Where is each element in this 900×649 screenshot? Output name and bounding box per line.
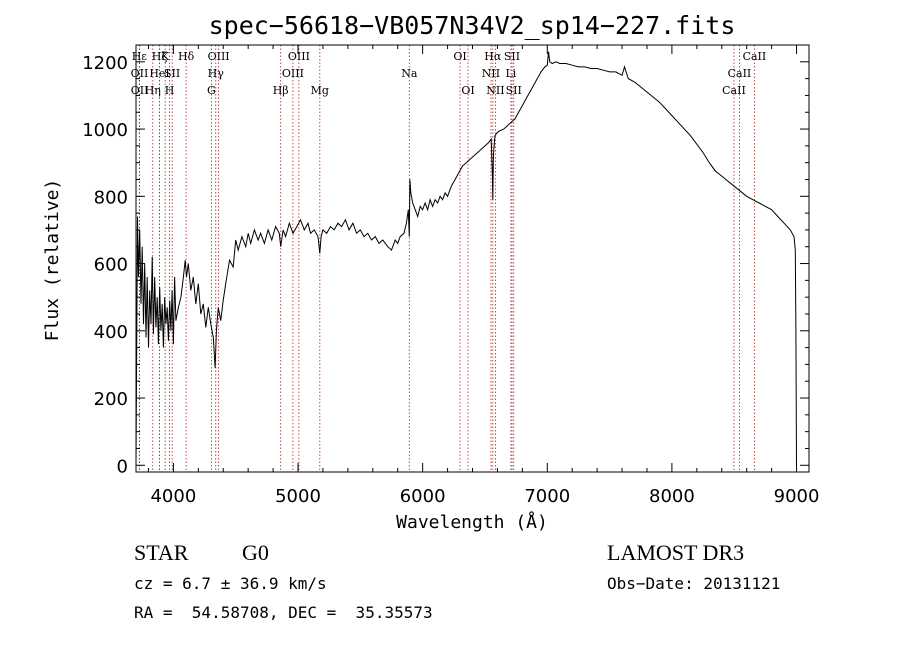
survey-label: LAMOST DR3	[607, 540, 745, 565]
line-label: SII	[506, 84, 522, 97]
line-label: OIII	[288, 50, 310, 63]
x-tick-label: 6000	[400, 486, 446, 507]
line-label: CaII	[743, 50, 767, 63]
line-label: OI	[453, 50, 466, 63]
line-label: H	[165, 84, 175, 97]
line-label: Hε	[132, 50, 148, 63]
x-tick-label: 9000	[774, 486, 820, 507]
y-tick-label: 200	[94, 389, 128, 410]
line-label: NII	[486, 84, 504, 97]
line-label: Hγ	[208, 67, 225, 80]
y-axis-label: Flux (relative)	[42, 179, 63, 342]
obs-date-text: Obs−Date: 20131121	[607, 574, 781, 593]
line-label: Hβ	[273, 84, 289, 97]
line-label: CaII	[722, 84, 746, 97]
x-axis-label: Wavelength (Å)	[396, 511, 548, 533]
chart-title: spec−56618−VB057N34V2_sp14−227.fits	[209, 11, 736, 40]
line-label: OII	[131, 67, 149, 80]
y-tick-label: 0	[117, 456, 128, 477]
x-axis: 4000 5000 6000 7000 8000 9000	[147, 45, 820, 507]
line-label: OIII	[282, 67, 304, 80]
line-label: CaII	[728, 67, 752, 80]
line-label: HeI	[149, 67, 169, 80]
line-label: NII	[482, 67, 500, 80]
line-label: OI	[461, 84, 474, 97]
y-tick-label: 800	[94, 187, 128, 208]
line-label: OII	[131, 84, 149, 97]
y-tick-label: 1000	[82, 120, 128, 141]
line-label: Hδ	[178, 50, 195, 63]
line-label: Mg	[311, 84, 329, 97]
spectrum-line	[135, 51, 797, 466]
line-label: Hζ	[152, 50, 168, 63]
line-label: SII	[504, 50, 520, 63]
line-label: Na	[401, 67, 418, 80]
line-label: Hη	[145, 84, 161, 97]
line-label: Li	[505, 67, 516, 80]
redshift-text: cz = 6.7 ± 36.9 km/s	[134, 574, 327, 593]
x-tick-label: 5000	[275, 486, 321, 507]
y-axis: 0 200 400 600 800 1000 1200	[82, 53, 809, 477]
line-label: SII	[164, 67, 180, 80]
y-tick-label: 600	[94, 255, 128, 276]
line-label: OIII	[208, 50, 230, 63]
line-label: Hα	[484, 50, 502, 63]
object-subclass: G0	[242, 540, 269, 565]
line-label: G	[207, 84, 216, 97]
x-tick-label: 7000	[524, 486, 570, 507]
coordinates-text: RA = 54.58708, DEC = 35.35573	[134, 603, 433, 622]
y-tick-label: 400	[94, 322, 128, 343]
plot-frame	[135, 44, 810, 473]
line-label: K	[161, 50, 170, 63]
object-class: STAR	[134, 540, 189, 565]
x-tick-label: 8000	[649, 486, 695, 507]
y-tick-label: 1200	[82, 53, 128, 74]
spectral-line-markers	[138, 45, 755, 472]
x-tick-label: 4000	[150, 486, 196, 507]
